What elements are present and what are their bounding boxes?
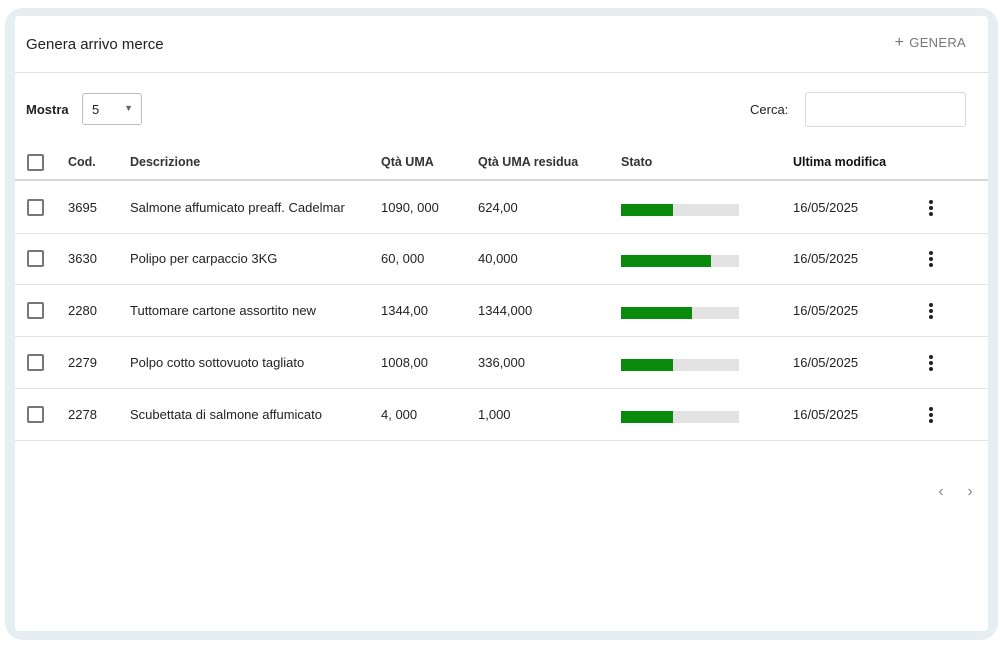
- row-checkbox[interactable]: [27, 199, 44, 216]
- status-progress-fill: [621, 411, 673, 423]
- row-checkbox[interactable]: [27, 250, 44, 267]
- status-progress-fill: [621, 359, 673, 371]
- show-entries-label: Mostra: [26, 102, 69, 117]
- row-checkbox[interactable]: [27, 354, 44, 371]
- row-qty: 60, 000: [381, 251, 425, 266]
- more-options-icon[interactable]: [923, 301, 939, 321]
- generate-button[interactable]: + GENERA: [894, 34, 966, 51]
- column-header-last-modified: Ultima modifica: [793, 155, 887, 169]
- row-code: 2279: [68, 355, 97, 370]
- search-input[interactable]: [805, 92, 966, 127]
- row-qty-residual: 40,000: [478, 251, 518, 266]
- row-code: 2280: [68, 303, 97, 318]
- chevron-right-icon[interactable]: ›: [967, 483, 973, 500]
- row-qty-residual: 1344,000: [478, 303, 533, 318]
- more-options-icon[interactable]: [923, 405, 939, 425]
- table-row[interactable]: 2280 Tuttomare cartone assortito new 1344,…: [15, 285, 988, 337]
- row-code: 3695: [68, 200, 97, 215]
- more-options-icon[interactable]: [923, 353, 939, 373]
- column-header-code: Cod.: [68, 155, 96, 169]
- more-options-icon[interactable]: [923, 249, 939, 269]
- table-row[interactable]: 3630 Polipo per carpaccio 3KG 60, 000 40,00…: [15, 233, 988, 285]
- row-qty-residual: 1,000: [478, 407, 511, 422]
- more-options-icon[interactable]: [923, 198, 939, 218]
- column-header-qty: Qtà UMA: [381, 155, 434, 169]
- show-entries-value: 5: [92, 102, 100, 117]
- status-progress-fill: [621, 307, 692, 319]
- row-last-modified: 16/05/2025: [793, 251, 859, 266]
- row-description: Polpo cotto sottovuoto tagliato: [130, 355, 305, 370]
- row-description: Tuttomare cartone assortito new: [130, 303, 316, 318]
- table-row[interactable]: 3695 Salmone affumicato preaff. Cadelmar 1…: [15, 182, 988, 234]
- plus-icon: +: [894, 34, 905, 51]
- generate-button-label: GENERA: [909, 35, 966, 50]
- status-progress-bar: [621, 359, 739, 371]
- row-qty-residual: 336,000: [478, 355, 525, 370]
- caret-down-icon: ▼: [124, 103, 133, 113]
- row-last-modified: 16/05/2025: [793, 407, 859, 422]
- chevron-left-icon[interactable]: ‹: [938, 483, 944, 500]
- status-progress-bar: [621, 307, 739, 319]
- row-checkbox[interactable]: [27, 302, 44, 319]
- table-row[interactable]: 2278 Scubettata di salmone affumicato 4, 0…: [15, 389, 988, 441]
- show-entries-select[interactable]: 5 ▼: [82, 93, 142, 125]
- status-progress-fill: [621, 255, 711, 267]
- column-header-status: Stato: [621, 155, 653, 169]
- select-all-checkbox[interactable]: [27, 154, 44, 171]
- status-progress-bar: [621, 204, 739, 216]
- column-header-qty-residual: Qtà UMA residua: [478, 155, 579, 169]
- status-progress-bar: [621, 255, 739, 267]
- row-description: Scubettata di salmone affumicato: [130, 407, 322, 422]
- search-label: Cerca:: [750, 102, 789, 117]
- row-qty: 1008,00: [381, 355, 428, 370]
- card-header: Genera arrivo merce + GENERA: [15, 16, 988, 73]
- row-last-modified: 16/05/2025: [793, 303, 859, 318]
- table-header: Cod. Descrizione Qtà UMA Qtà UMA residua…: [15, 146, 988, 181]
- row-qty: 1344,00: [381, 303, 428, 318]
- card-title: Genera arrivo merce: [26, 36, 164, 53]
- generate-arrival-card: Genera arrivo merce + GENERA Mostra 5 ▼ …: [15, 16, 988, 631]
- table-row[interactable]: 2279 Polpo cotto sottovuoto tagliato 1008,…: [15, 337, 988, 389]
- row-qty: 1090, 000: [381, 200, 439, 215]
- row-last-modified: 16/05/2025: [793, 355, 859, 370]
- row-checkbox[interactable]: [27, 406, 44, 423]
- column-header-description: Descrizione: [130, 155, 201, 169]
- row-last-modified: 16/05/2025: [793, 200, 859, 215]
- row-qty-residual: 624,00: [478, 200, 518, 215]
- row-qty: 4, 000: [381, 407, 418, 422]
- row-description: Polipo per carpaccio 3KG: [130, 251, 278, 266]
- row-description: Salmone affumicato preaff. Cadelmar: [130, 200, 345, 215]
- row-code: 3630: [68, 251, 97, 266]
- row-code: 2278: [68, 407, 97, 422]
- status-progress-fill: [621, 204, 673, 216]
- status-progress-bar: [621, 411, 739, 423]
